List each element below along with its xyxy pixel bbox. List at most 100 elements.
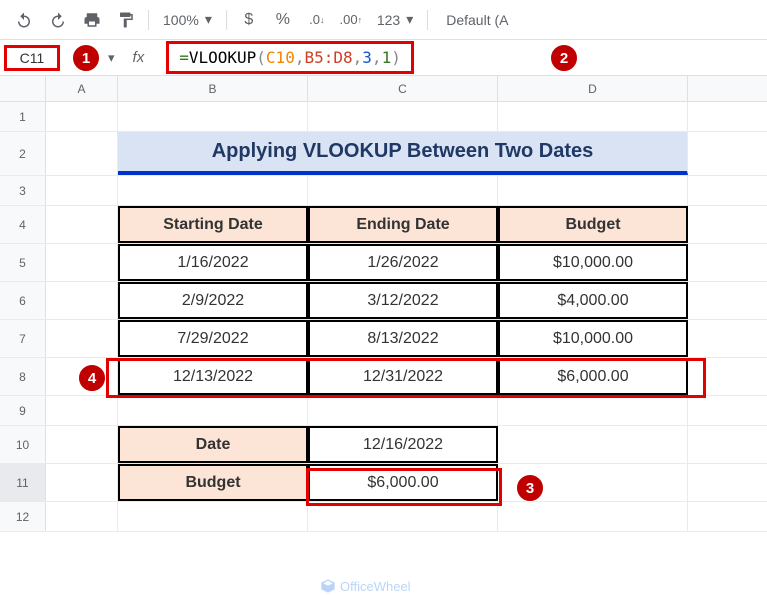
- toolbar: 100% ▾ $ % .0↓ .00↑ 123 ▾ Default (A: [0, 0, 767, 40]
- formula-arg2: B5:D8: [304, 48, 352, 67]
- table-cell[interactable]: $6,000.00: [498, 358, 688, 395]
- cell[interactable]: [308, 102, 498, 131]
- grid-row: 11 Budget $6,000.00: [0, 464, 767, 502]
- separator: [148, 10, 149, 30]
- cell[interactable]: [46, 206, 118, 243]
- cell[interactable]: [498, 426, 688, 463]
- grid-row: 5 1/16/2022 1/26/2022 $10,000.00: [0, 244, 767, 282]
- col-header-c[interactable]: C: [308, 76, 498, 101]
- cell[interactable]: [308, 396, 498, 425]
- formula-arg1: C10: [266, 48, 295, 67]
- zoom-value: 100%: [163, 12, 199, 28]
- lookup-date-value[interactable]: 12/16/2022: [308, 426, 498, 463]
- row-header[interactable]: 8: [0, 358, 46, 395]
- grid-row: 9: [0, 396, 767, 426]
- increase-decimal-icon[interactable]: .00↑: [335, 4, 367, 36]
- grid-row: 6 2/9/2022 3/12/2022 $4,000.00: [0, 282, 767, 320]
- separator: [226, 10, 227, 30]
- cell[interactable]: [118, 176, 308, 205]
- cell[interactable]: [308, 176, 498, 205]
- cell[interactable]: [46, 132, 118, 175]
- name-box[interactable]: C11: [4, 45, 60, 71]
- callout-badge-1: 1: [72, 44, 100, 72]
- table-header-end[interactable]: Ending Date: [308, 206, 498, 243]
- watermark-text: OfficeWheel: [340, 579, 411, 594]
- table-cell[interactable]: 12/31/2022: [308, 358, 498, 395]
- cell[interactable]: [46, 464, 118, 501]
- font-select[interactable]: Default (A: [434, 12, 508, 28]
- row-header[interactable]: 1: [0, 102, 46, 131]
- chevron-down-icon: ▾: [406, 11, 413, 28]
- cell[interactable]: [46, 320, 118, 357]
- cell[interactable]: [46, 502, 118, 531]
- callout-badge-4: 4: [78, 364, 106, 392]
- table-cell[interactable]: 12/13/2022: [118, 358, 308, 395]
- cell[interactable]: [118, 396, 308, 425]
- select-all-corner[interactable]: [0, 76, 46, 101]
- cell[interactable]: [118, 102, 308, 131]
- cell[interactable]: [46, 396, 118, 425]
- col-header-d[interactable]: D: [498, 76, 688, 101]
- zoom-select[interactable]: 100% ▾: [155, 11, 220, 28]
- formula-input[interactable]: =VLOOKUP(C10,B5:D8,3,1): [166, 41, 414, 74]
- table-header-budget[interactable]: Budget: [498, 206, 688, 243]
- grid-row: 2 Applying VLOOKUP Between Two Dates: [0, 132, 767, 176]
- cell[interactable]: [46, 426, 118, 463]
- lookup-budget-value[interactable]: $6,000.00: [308, 464, 498, 501]
- row-header[interactable]: 12: [0, 502, 46, 531]
- chevron-down-icon: ▾: [205, 11, 212, 28]
- cell[interactable]: [46, 244, 118, 281]
- cell[interactable]: [46, 282, 118, 319]
- percent-icon[interactable]: %: [267, 4, 299, 36]
- callout-badge-3: 3: [516, 474, 544, 502]
- col-header-a[interactable]: A: [46, 76, 118, 101]
- cell[interactable]: [498, 502, 688, 531]
- column-headers: A B C D: [0, 76, 767, 102]
- row-header[interactable]: 2: [0, 132, 46, 175]
- cell[interactable]: [498, 102, 688, 131]
- cell[interactable]: [118, 502, 308, 531]
- paint-format-icon[interactable]: [110, 4, 142, 36]
- cell[interactable]: [498, 176, 688, 205]
- table-header-start[interactable]: Starting Date: [118, 206, 308, 243]
- row-header[interactable]: 11: [0, 464, 46, 501]
- formula-function: VLOOKUP: [189, 48, 256, 67]
- formula-arg3: 3: [362, 48, 372, 67]
- row-header[interactable]: 7: [0, 320, 46, 357]
- grid-row: 4 Starting Date Ending Date Budget: [0, 206, 767, 244]
- table-cell[interactable]: 1/16/2022: [118, 244, 308, 281]
- table-cell[interactable]: $10,000.00: [498, 244, 688, 281]
- cell[interactable]: [46, 176, 118, 205]
- undo-icon[interactable]: [8, 4, 40, 36]
- row-header[interactable]: 5: [0, 244, 46, 281]
- row-header[interactable]: 4: [0, 206, 46, 243]
- grid-row: 12: [0, 502, 767, 532]
- name-box-dropdown-icon[interactable]: ▾: [108, 50, 115, 66]
- lookup-date-label[interactable]: Date: [118, 426, 308, 463]
- table-cell[interactable]: 3/12/2022: [308, 282, 498, 319]
- col-header-b[interactable]: B: [118, 76, 308, 101]
- table-cell[interactable]: $4,000.00: [498, 282, 688, 319]
- title-cell[interactable]: Applying VLOOKUP Between Two Dates: [118, 132, 688, 175]
- decrease-decimal-icon[interactable]: .0↓: [301, 4, 333, 36]
- row-header[interactable]: 6: [0, 282, 46, 319]
- row-header[interactable]: 3: [0, 176, 46, 205]
- row-header[interactable]: 9: [0, 396, 46, 425]
- formula-arg4: 1: [382, 48, 392, 67]
- number-format-label: 123: [377, 12, 400, 28]
- redo-icon[interactable]: [42, 4, 74, 36]
- table-cell[interactable]: 1/26/2022: [308, 244, 498, 281]
- grid-row: 1: [0, 102, 767, 132]
- currency-icon[interactable]: $: [233, 4, 265, 36]
- cell[interactable]: [498, 396, 688, 425]
- cell[interactable]: [46, 102, 118, 131]
- table-cell[interactable]: 8/13/2022: [308, 320, 498, 357]
- table-cell[interactable]: 7/29/2022: [118, 320, 308, 357]
- row-header[interactable]: 10: [0, 426, 46, 463]
- print-icon[interactable]: [76, 4, 108, 36]
- table-cell[interactable]: 2/9/2022: [118, 282, 308, 319]
- lookup-budget-label[interactable]: Budget: [118, 464, 308, 501]
- number-format-select[interactable]: 123 ▾: [369, 11, 421, 28]
- cell[interactable]: [308, 502, 498, 531]
- table-cell[interactable]: $10,000.00: [498, 320, 688, 357]
